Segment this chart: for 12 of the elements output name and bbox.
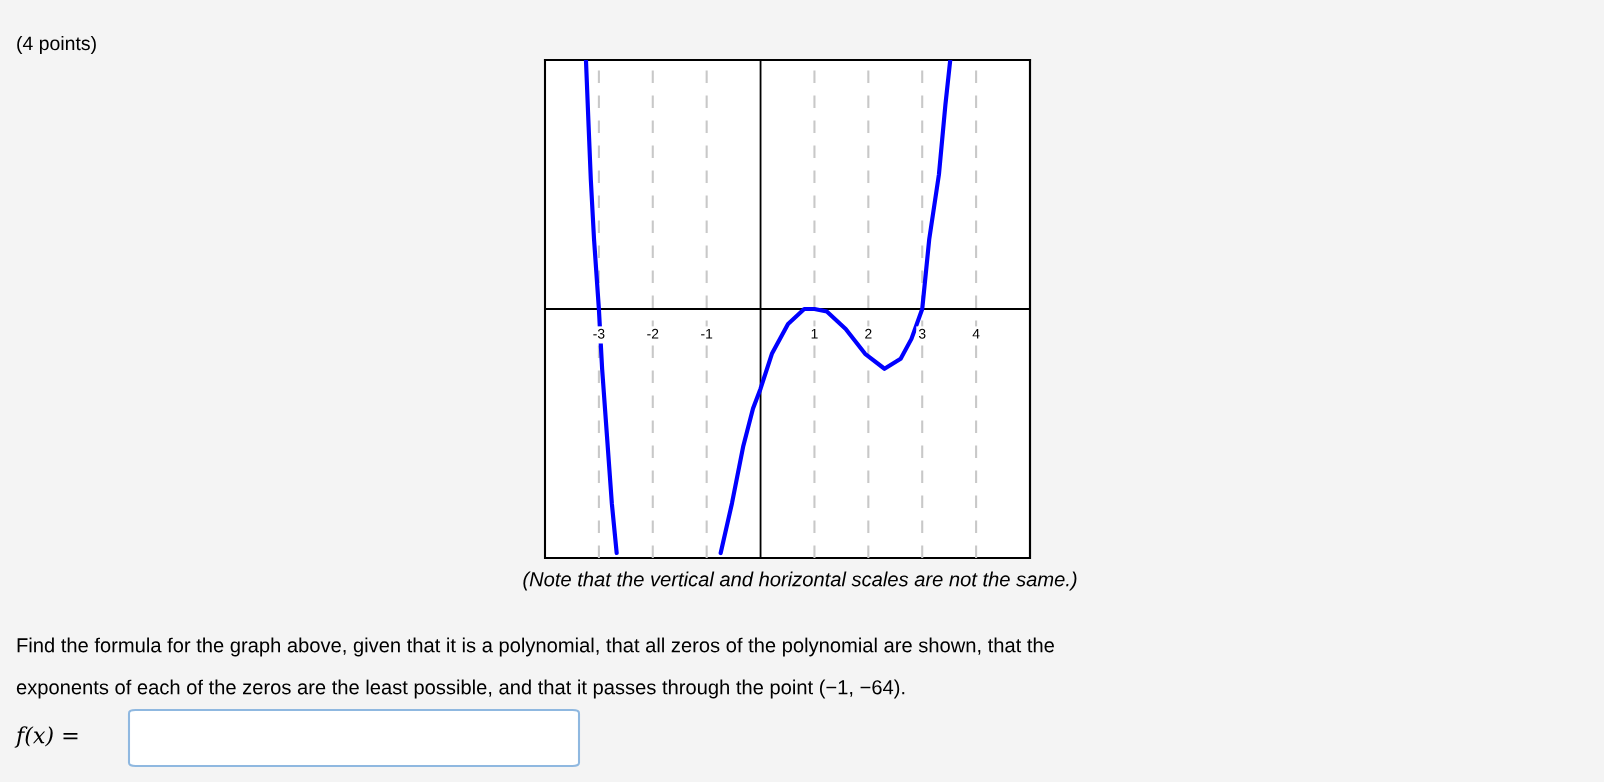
text: f(x) =	[14, 726, 78, 748]
text: exponents of each of the zeros are the least possible, and that it passes through the point (−1, −64).	[16, 679, 905, 699]
x-tick-label: 3	[918, 328, 926, 339]
x-tick-label: 4	[972, 328, 980, 339]
text: (4 points)	[17, 35, 96, 55]
text: Find the formula for the graph above, given that it is a polynomial, that all zeros of the polynomial are shown, that the	[17, 637, 1054, 657]
x-tick-label: -3	[593, 328, 605, 339]
x-tick-label: -2	[647, 328, 659, 339]
x-tick-label: 2	[865, 328, 872, 339]
x-tick-label: 1	[811, 328, 818, 339]
text: (Note that the vertical and horizontal scales are not the same.)	[523, 571, 1077, 591]
x-tick-label: -1	[701, 328, 713, 339]
